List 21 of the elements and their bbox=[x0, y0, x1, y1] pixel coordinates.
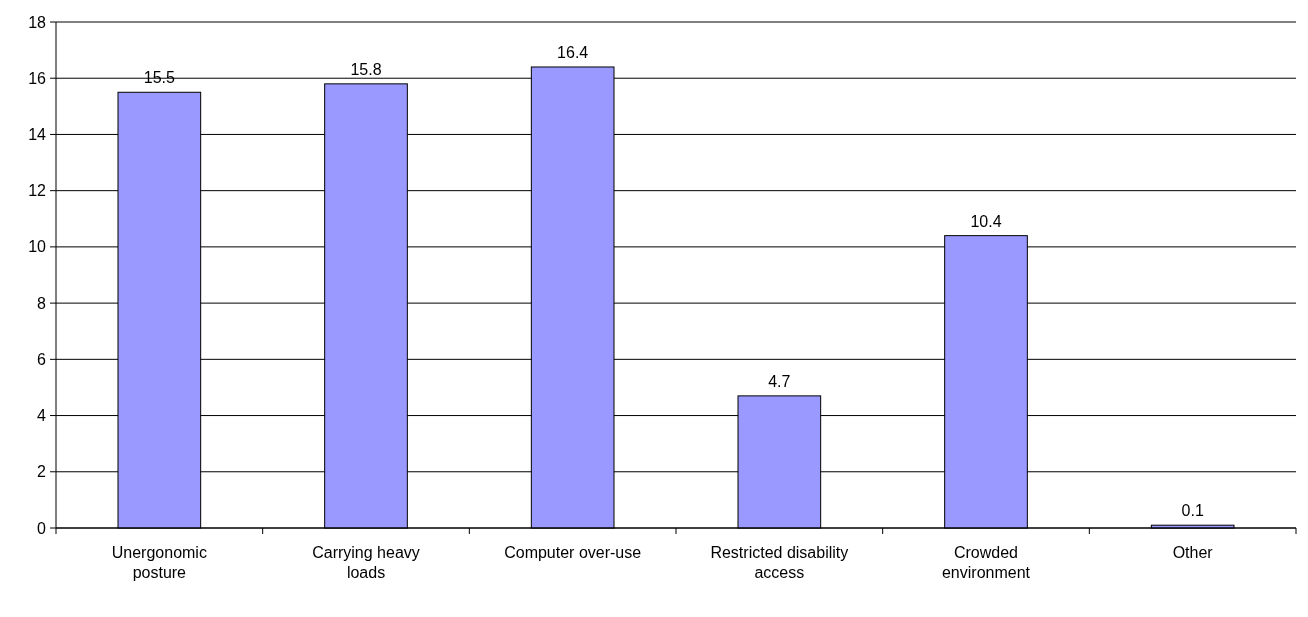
data-label: 10.4 bbox=[970, 212, 1002, 230]
y-tick-label: 14 bbox=[28, 126, 47, 144]
data-label: 16.4 bbox=[557, 43, 589, 61]
y-tick-label: 6 bbox=[37, 350, 47, 368]
x-tick-label: Carrying heavy loads bbox=[312, 544, 420, 581]
x-tick-label: Unergonomic posture bbox=[111, 544, 207, 581]
y-tick-label: 8 bbox=[37, 294, 47, 312]
x-tick-label: Computer over-use bbox=[504, 544, 642, 561]
y-tick-label: 18 bbox=[28, 13, 47, 31]
data-label: 15.8 bbox=[350, 60, 382, 78]
x-tick-label: Other bbox=[1172, 544, 1214, 561]
y-tick-label: 12 bbox=[28, 182, 47, 200]
y-tick-label: 10 bbox=[28, 238, 47, 256]
y-tick-label: 16 bbox=[28, 69, 47, 87]
data-label: 0.1 bbox=[1181, 502, 1204, 520]
y-tick-label: 4 bbox=[37, 407, 47, 425]
x-tick-label: Crowded environment bbox=[941, 544, 1031, 581]
y-tick-label: 2 bbox=[37, 463, 47, 481]
data-label: 4.7 bbox=[768, 372, 791, 390]
x-tick-label: Restricted disability access bbox=[710, 544, 849, 581]
y-tick-label: 0 bbox=[37, 519, 47, 537]
